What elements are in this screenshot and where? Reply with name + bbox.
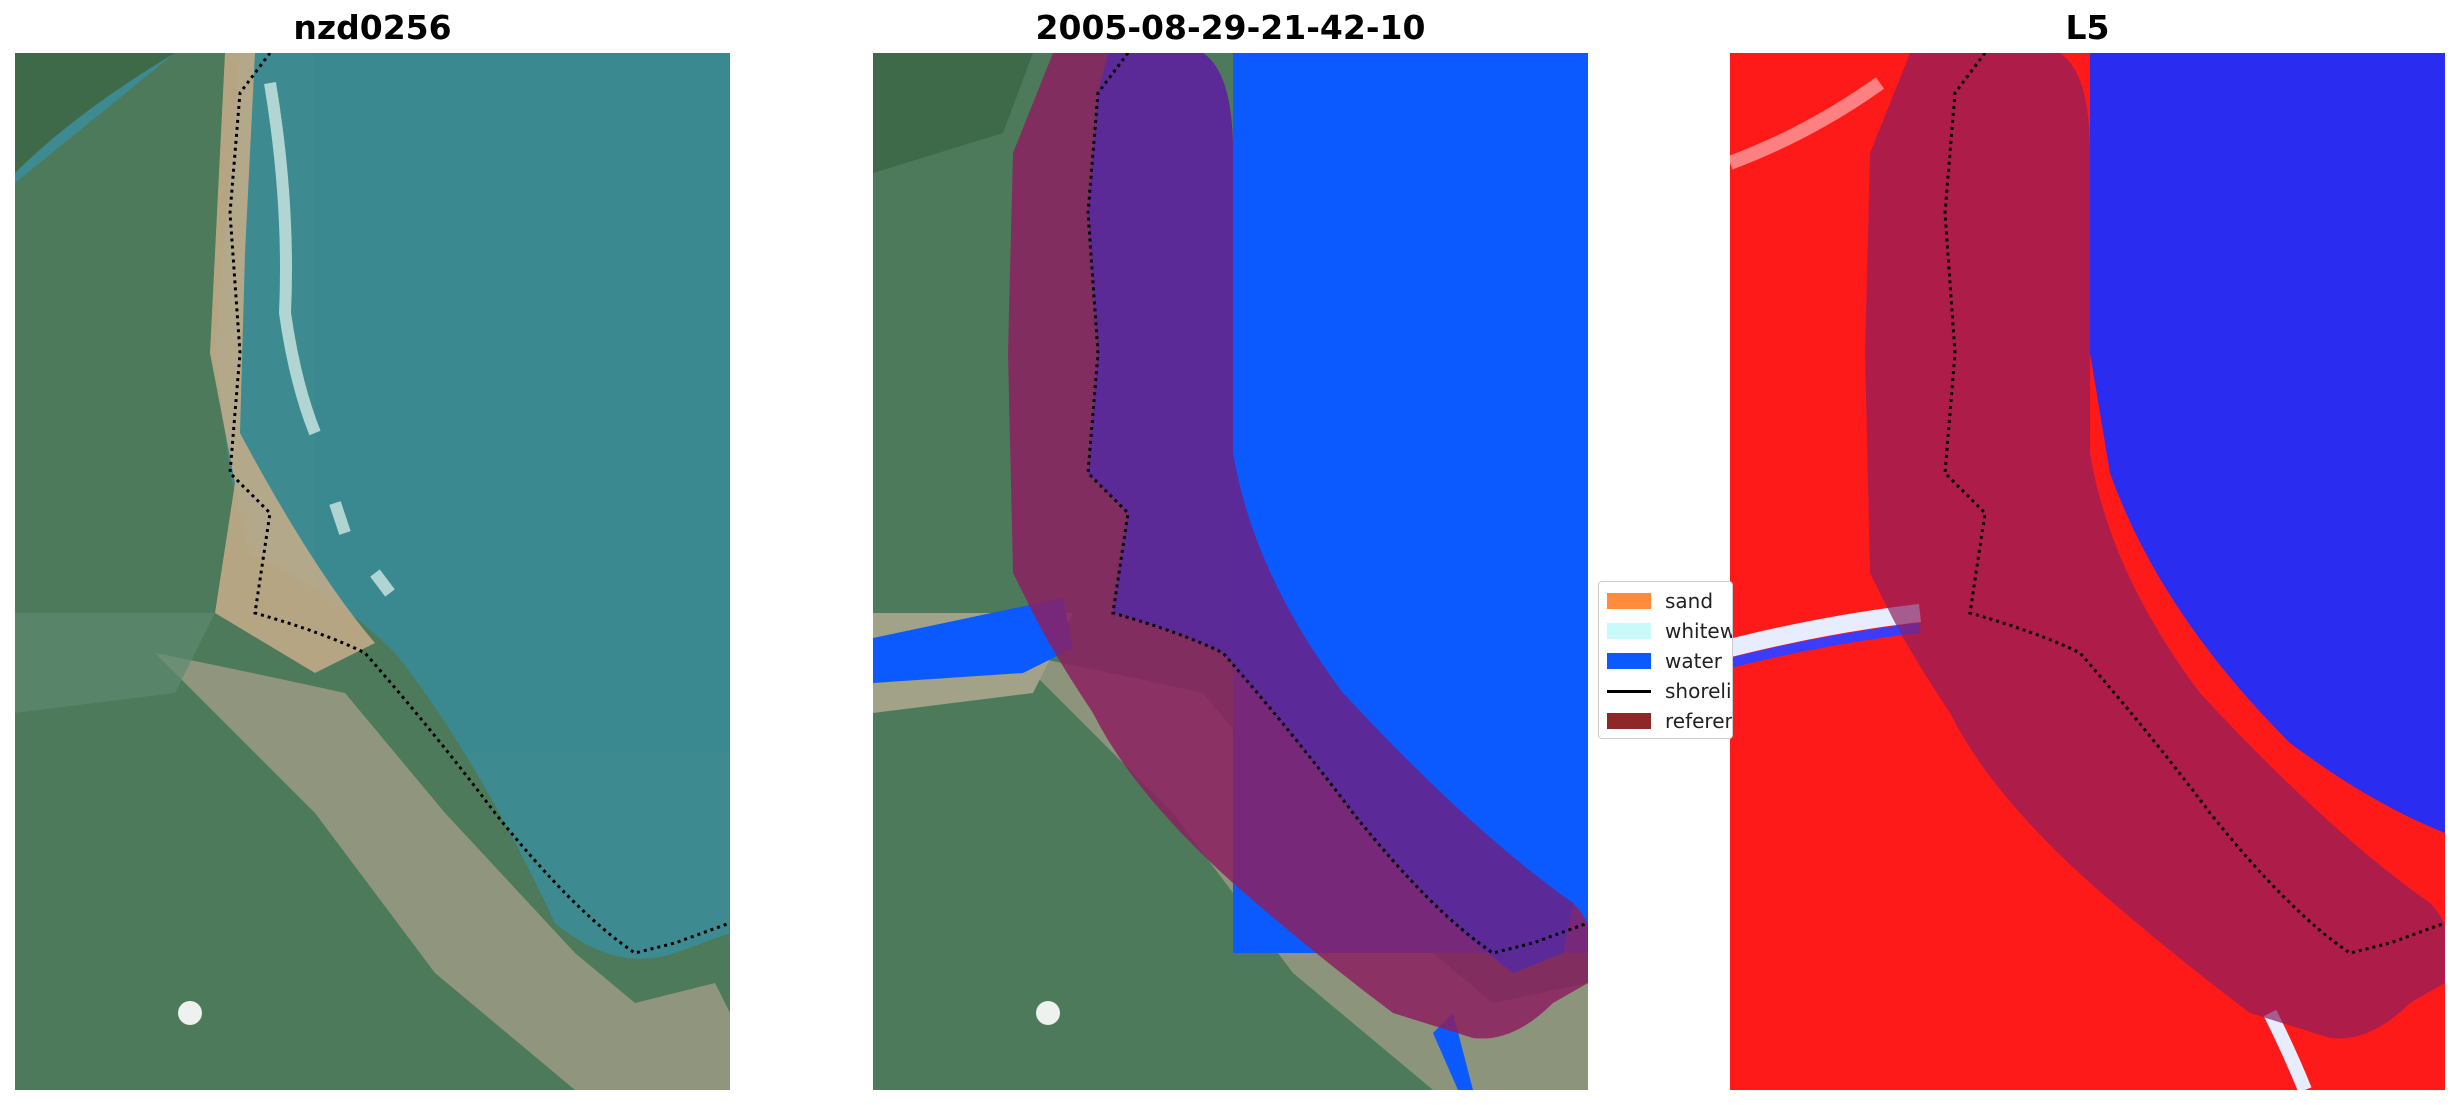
index-image [1730, 53, 2445, 1090]
shoreline-line [228, 53, 730, 955]
panel-title-index: L5 [2065, 8, 2110, 47]
reference-swatch-icon [1607, 713, 1651, 729]
buffer-water-overlap [1088, 53, 1573, 973]
legend-label-reference: reference shoreline buffer [1665, 709, 1732, 733]
land-area [15, 53, 730, 1090]
shoreline-line-icon [1607, 689, 1651, 693]
legend-item-water: water [1607, 648, 1722, 674]
reference-buffer [1865, 53, 2445, 1039]
legend-item-reference: reference shoreline buffer [1607, 708, 1732, 734]
whitewater-streaks [264, 82, 395, 597]
water-swatch-icon [1607, 653, 1651, 669]
white-object [178, 1001, 202, 1025]
legend-label-water: water [1665, 649, 1722, 673]
legend-item-sand: sand [1607, 588, 1713, 614]
legend-label-sand: sand [1665, 589, 1714, 613]
legend-label-shoreline: shoreline [1665, 679, 1732, 703]
sand-area [210, 53, 375, 673]
classified-image [873, 53, 1588, 1090]
sand-swatch-icon [1607, 593, 1651, 609]
whitewater-swatch-icon [1607, 623, 1651, 639]
legend-item-shoreline: shoreline [1607, 678, 1732, 704]
index-image-panel [1730, 53, 2445, 1090]
water-class-channel [873, 598, 1073, 683]
panel-title-classified: 2005-08-29-21-42-10 [1035, 8, 1426, 47]
rgb-image [15, 53, 730, 1090]
shoreline-line [1086, 53, 1588, 955]
panel-title-rgb: nzd0256 [293, 8, 452, 47]
rgb-image-panel [15, 53, 730, 1090]
water-index-area [2090, 53, 2445, 833]
shoreline-line [1943, 53, 2445, 955]
classified-image-panel [873, 53, 1588, 1090]
